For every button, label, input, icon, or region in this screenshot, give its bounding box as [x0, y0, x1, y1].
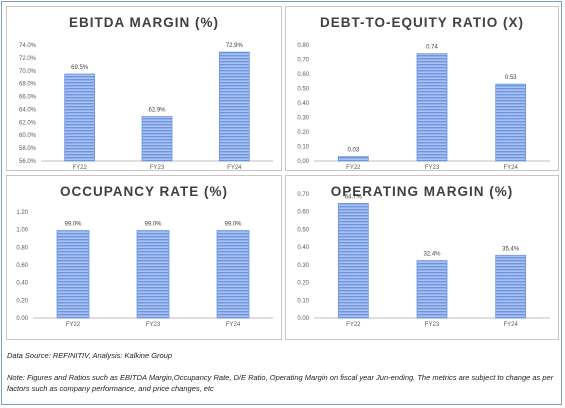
y-tick-label: 0.10 [297, 145, 309, 151]
y-tick-label: 0.60 [297, 210, 309, 216]
y-tick-label: 58.0% [19, 146, 37, 152]
bar [141, 116, 173, 162]
y-tick-label: 60.0% [19, 133, 37, 139]
occupancy-rate-chart: OCCUPANCY RATE (%) 0.00 0.20 0.40 0.60 0.80 1… [6, 175, 282, 340]
y-tick-label: 0.00 [297, 159, 309, 165]
data-label: 62.9% [148, 108, 166, 114]
y-tick-label: 0.20 [297, 130, 309, 136]
y-tick-label: 0.20 [16, 298, 28, 304]
debt-to-equity-chart: DEBT-TO-EQUITY RATIO (X) 0.00 0.10 0.20 0.3… [285, 6, 559, 171]
chart-title: OCCUPANCY RATE (%) [59, 184, 228, 199]
data-label: 0.53 [505, 75, 517, 81]
data-label: 69.5% [71, 65, 89, 71]
bar [56, 230, 90, 319]
data-label: 72.9% [226, 43, 244, 49]
x-tick-label: FY24 [503, 322, 518, 328]
y-tick-label: 0.40 [16, 281, 28, 287]
bar [416, 53, 448, 162]
bar [218, 51, 250, 162]
bar [136, 230, 170, 319]
x-tick-label: FY24 [503, 165, 518, 171]
y-tick-label: 74.0% [19, 43, 37, 49]
y-tick-label: 1.20 [16, 210, 28, 216]
bar [337, 202, 369, 319]
y-tick-label: 0.70 [297, 192, 309, 198]
y-tick-label: 0.30 [297, 263, 309, 269]
y-tick-label: 66.0% [19, 95, 37, 101]
data-source-note: Data Source: REFINITIV, Analysis: Kalkin… [7, 351, 173, 360]
data-label: 99.0% [64, 222, 82, 228]
data-label: 64.7% [345, 194, 363, 200]
operating-margin-chart: OPERATING MARGIN (%) 0.00 0.10 0.20 0.30 0.4… [285, 175, 559, 340]
chart-plot: 56.0% 58.0% 60.0% 62.0% 64.0% 66.0% 68.0% 70.0%… [19, 43, 273, 171]
y-tick-label: 0.50 [297, 227, 309, 233]
y-tick-label: 0.20 [297, 281, 309, 287]
y-tick-label: 0.40 [297, 245, 309, 251]
x-tick-label: FY23 [146, 322, 161, 328]
x-tick-label: FY22 [346, 165, 361, 171]
x-tick-label: FY22 [66, 322, 81, 328]
ebitda-margin-chart: EBITDA MARGIN (%) 56.0% 58.0% 60.0% 62.0% 64… [6, 6, 282, 171]
chart-title: OPERATING MARGIN (%) [330, 184, 514, 199]
bar [216, 230, 250, 319]
y-tick-label: 64.0% [19, 107, 37, 113]
y-tick-label: 0.80 [297, 43, 309, 49]
y-tick-label: 0.60 [16, 263, 28, 269]
y-tick-label: 0.70 [297, 58, 309, 64]
bar [64, 73, 96, 162]
x-tick-label: FY24 [226, 322, 241, 328]
chart-title: EBITDA MARGIN (%) [69, 15, 219, 30]
y-tick-label: 56.0% [19, 159, 37, 165]
y-tick-label: 72.0% [19, 56, 37, 62]
bar [337, 156, 369, 162]
data-label: 0.03 [347, 148, 359, 154]
y-tick-label: 68.0% [19, 82, 37, 88]
data-label: 99.0% [224, 222, 242, 228]
bar [416, 260, 448, 319]
data-label: 0.74 [426, 45, 438, 51]
x-tick-label: FY23 [425, 322, 440, 328]
x-tick-label: FY22 [346, 322, 361, 328]
y-tick-label: 1.00 [16, 228, 28, 234]
x-tick-label: FY23 [150, 165, 165, 171]
data-label: 35.4% [502, 246, 520, 252]
data-label: 99.0% [144, 222, 162, 228]
chart-plot: 0.00 0.10 0.20 0.30 0.40 0.50 0.60 0.70 0.80 0.03… [297, 43, 550, 171]
chart-plot: 0.00 0.10 0.20 0.30 0.40 0.50 0.60 0.70 64.7% FY2… [297, 192, 550, 328]
footnote: Note: Figures and Ratios such as EBITDA … [7, 373, 554, 393]
chart-title: DEBT-TO-EQUITY RATIO (X) [319, 15, 524, 30]
bar [495, 83, 527, 162]
y-tick-label: 0.60 [297, 72, 309, 78]
x-tick-label: FY23 [425, 165, 440, 171]
y-tick-label: 0.80 [16, 245, 28, 251]
data-label: 32.4% [423, 252, 441, 258]
y-tick-label: 0.00 [297, 316, 309, 322]
y-tick-label: 62.0% [19, 120, 37, 126]
x-tick-label: FY22 [72, 165, 87, 171]
y-tick-label: 0.30 [297, 116, 309, 122]
y-tick-label: 0.40 [297, 101, 309, 107]
y-tick-label: 0.10 [297, 298, 309, 304]
y-tick-label: 0.00 [16, 316, 28, 322]
bar [495, 254, 527, 319]
y-tick-label: 70.0% [19, 69, 37, 75]
chart-plot: 0.00 0.20 0.40 0.60 0.80 1.00 1.20 99.0% FY22 99.… [16, 210, 273, 328]
y-tick-label: 0.50 [297, 87, 309, 93]
x-tick-label: FY24 [227, 165, 242, 171]
